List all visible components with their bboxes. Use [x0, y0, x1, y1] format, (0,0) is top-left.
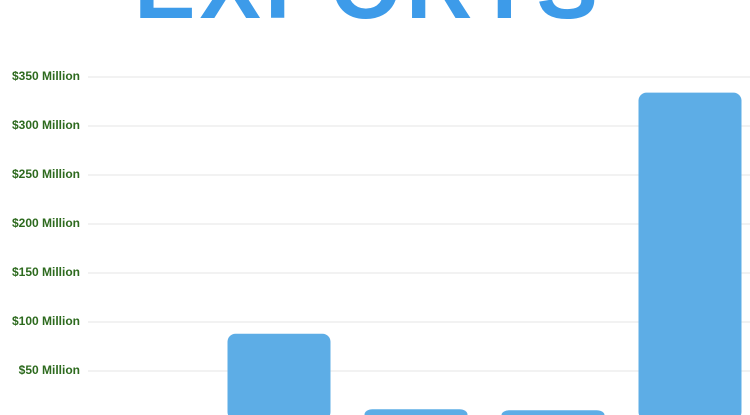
- y-tick-label: $350 Million: [12, 69, 80, 83]
- y-tick-label: $100 Million: [12, 314, 80, 328]
- bar: [227, 333, 331, 415]
- bar: [364, 409, 468, 415]
- y-tick-label: $50 Million: [19, 363, 80, 377]
- y-tick-label: $300 Million: [12, 118, 80, 132]
- y-tick-label: $150 Million: [12, 265, 80, 279]
- y-tick-label: $200 Million: [12, 216, 80, 230]
- bar: [638, 92, 742, 415]
- y-tick-label: $250 Million: [12, 167, 80, 181]
- chart-title: EXPORTS: [134, 0, 602, 38]
- bar: [501, 410, 605, 415]
